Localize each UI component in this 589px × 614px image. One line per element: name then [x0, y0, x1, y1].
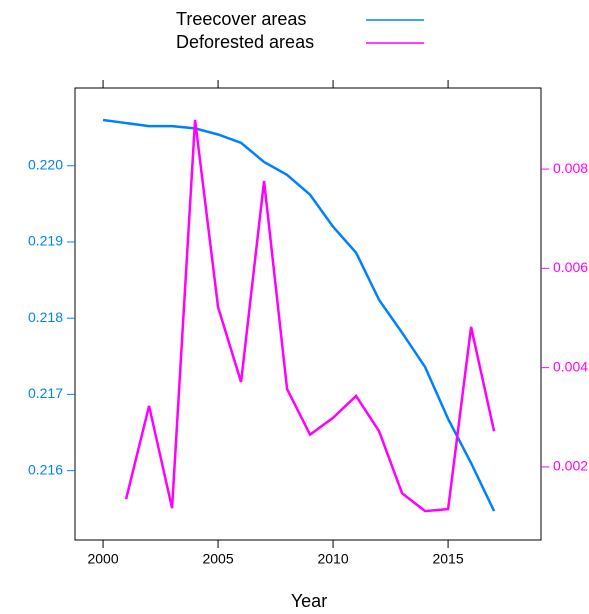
- y-tick-label: 0.219: [28, 233, 63, 249]
- x-tick-label: 2010: [317, 551, 348, 567]
- legend-label: Deforested areas: [176, 32, 314, 52]
- y2-tick-label: 0.002: [553, 458, 588, 474]
- y2-tick-label: 0.008: [553, 160, 588, 176]
- y-tick-label: 0.220: [28, 156, 63, 172]
- y-tick-label: 0.218: [28, 309, 63, 325]
- y-tick-label: 0.217: [28, 385, 63, 401]
- x-tick-label: 2005: [202, 551, 233, 567]
- y2-tick-label: 0.006: [553, 259, 588, 275]
- x-axis-label: Year: [291, 591, 327, 611]
- series-line: [124, 119, 496, 513]
- legend-label: Treecover areas: [176, 9, 306, 29]
- series-line: [102, 118, 496, 512]
- y-tick-label: 0.216: [28, 461, 63, 477]
- x-tick-label: 2000: [87, 551, 118, 567]
- x-tick-label: 2015: [432, 551, 463, 567]
- plot-frame: [74, 87, 542, 541]
- y2-tick-label: 0.004: [553, 358, 588, 374]
